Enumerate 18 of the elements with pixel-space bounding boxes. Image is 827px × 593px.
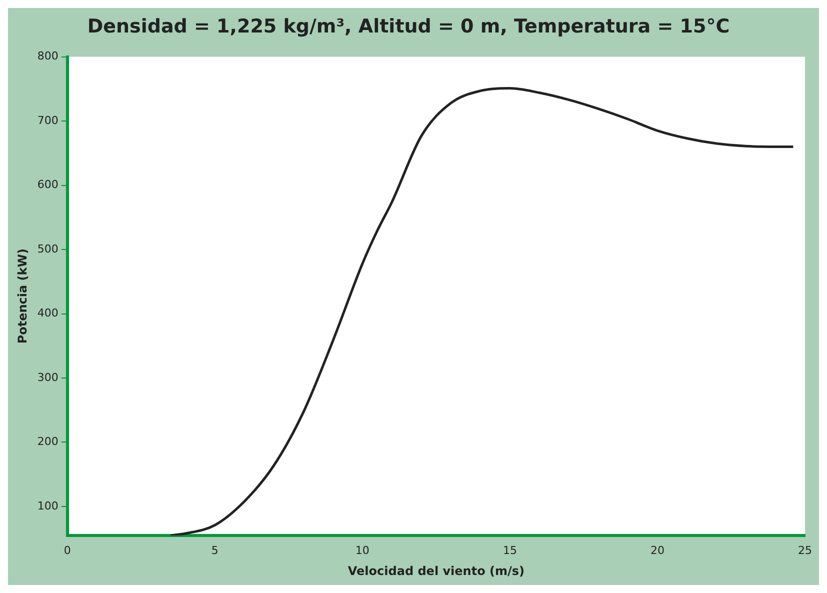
- y-tick-label: 600: [37, 178, 58, 192]
- y-axis-title: Potencia (kW): [15, 248, 30, 344]
- x-tick-label: 20: [650, 544, 664, 557]
- y-tick-label: 300: [37, 370, 58, 384]
- y-tick-label: 700: [37, 114, 58, 127]
- x-axis-title: Velocidad del viento (m/s): [348, 564, 525, 578]
- y-tick-label: 200: [37, 435, 58, 448]
- x-tick-label: 0: [64, 544, 71, 557]
- x-tick-label: 15: [502, 544, 517, 557]
- chart-title: Densidad = 1,225 kg/m³, Altitud = 0 m, Temperatura = 15°C: [87, 15, 730, 38]
- x-tick-label: 25: [798, 544, 812, 557]
- y-tick-label: 800: [37, 50, 58, 63]
- line-series: [169, 87, 794, 536]
- x-tick-label: 10: [355, 544, 370, 557]
- y-tick-label: 500: [37, 242, 58, 256]
- y-tick-label: 100: [37, 499, 58, 512]
- x-tick-label: 5: [211, 544, 218, 557]
- y-tick-label: 400: [37, 306, 58, 320]
